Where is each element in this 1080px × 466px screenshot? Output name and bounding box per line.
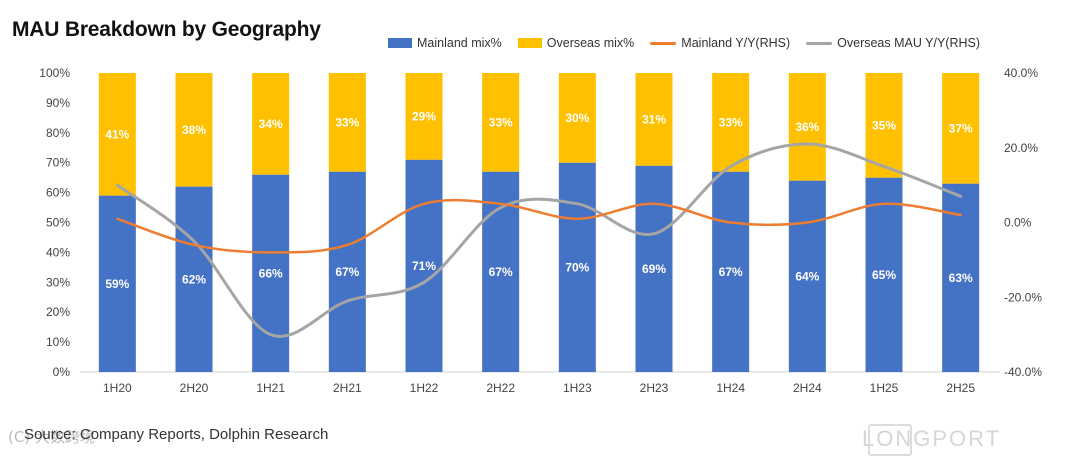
legend-mainland-yoy-label: Mainland Y/Y(RHS) [681,36,791,50]
watermark-longport: LONGPORT [862,426,1002,451]
legend-overseas: Overseas mix% [517,36,635,50]
legend-mainland-swatch [388,38,412,48]
bar-label-mainland: 70% [565,260,589,274]
chart-legend: Mainland mix% Overseas mix% Mainland Y/Y… [388,36,996,50]
y-right-tick-label: 40.0% [1004,66,1038,80]
bar-mainland [175,186,213,372]
y-left-tick-label: 90% [46,96,70,110]
bar-overseas [942,73,980,184]
x-tick-label: 2H20 [180,381,209,395]
y-right-tick-label: 0.0% [1004,216,1032,230]
legend-overseas-yoy-label: Overseas MAU Y/Y(RHS) [837,36,980,50]
watermark-bottom-left: (C) 大数跨境 [8,428,95,446]
y-left-tick-label: 40% [46,245,70,259]
y-left-tick-label: 50% [46,216,70,230]
y-left-tick-label: 70% [46,156,70,170]
x-tick-label: 1H20 [103,381,132,395]
bar-overseas [482,73,520,172]
bar-label-overseas: 33% [335,115,359,129]
bar-label-mainland: 67% [719,265,743,279]
x-tick-label: 2H22 [486,381,515,395]
bar-overseas [635,73,673,166]
bar-mainland [712,171,750,372]
bar-overseas [175,73,213,187]
legend-mainland-yoy-swatch [650,41,677,45]
bar-overseas [98,73,136,196]
bar-overseas [865,73,903,178]
y-left-tick-label: 10% [46,335,70,349]
y-right-tick-label: 20.0% [1004,141,1038,155]
bar-overseas [788,73,826,181]
x-tick-label: 1H25 [870,381,899,395]
bar-overseas [405,73,443,160]
x-tick-label: 1H24 [716,381,745,395]
bar-label-overseas: 34% [259,117,283,131]
bar-label-mainland: 59% [105,277,129,291]
x-tick-label: 2H24 [793,381,822,395]
bar-label-mainland: 64% [795,269,819,283]
x-tick-label: 2H21 [333,381,362,395]
x-tick-label: 1H22 [410,381,439,395]
bar-label-overseas: 37% [949,121,973,135]
x-tick-label: 1H23 [563,381,592,395]
bar-label-mainland: 63% [949,271,973,285]
bar-label-overseas: 30% [565,111,589,125]
bar-label-overseas: 31% [642,112,666,126]
bar-label-overseas: 36% [795,120,819,134]
legend-mainland: Mainland mix% [388,36,502,50]
bar-label-overseas: 41% [105,127,129,141]
bar-mainland [558,162,596,372]
legend-overseas-swatch [517,38,542,48]
bar-overseas [558,73,596,163]
bar-label-overseas: 33% [489,115,513,129]
y-left-tick-label: 0% [53,365,71,379]
bar-mainland [405,159,443,372]
chart-title: MAU Breakdown by Geography [12,18,321,41]
x-tick-label: 2H25 [946,381,975,395]
bar-mainland [98,195,136,372]
bar-label-mainland: 62% [182,272,206,286]
y-right-tick-label: -40.0% [1004,365,1042,379]
bar-label-overseas: 33% [719,115,743,129]
line-mainland-yoy [116,198,962,254]
bar-label-mainland: 67% [489,265,513,279]
bar-overseas [252,73,290,175]
bar-mainland [328,171,366,372]
legend-mainland-label: Mainland mix% [417,36,502,50]
source-note: Source: Company Reports, Dolphin Researc… [24,426,329,443]
x-tick-label: 2H23 [640,381,669,395]
bar-label-overseas: 38% [182,123,206,137]
bar-label-mainland: 66% [259,266,283,280]
bar-label-mainland: 69% [642,262,666,276]
bar-mainland [252,174,290,372]
bar-label-mainland: 67% [335,265,359,279]
legend-overseas-label: Overseas mix% [546,36,635,50]
bar-mainland [788,180,826,372]
bar-label-mainland: 71% [412,259,436,273]
y-left-tick-label: 20% [46,305,70,319]
bar-label-overseas: 29% [412,109,436,123]
y-left-tick-label: 30% [46,275,70,289]
bar-overseas [712,73,750,172]
legend-mainland-yoy: Mainland Y/Y(RHS) [650,36,790,50]
line-overseas-mau-yoy [115,142,963,338]
bar-label-mainland: 65% [872,268,896,282]
bar-overseas [328,73,366,172]
bar-label-overseas: 35% [872,118,896,132]
y-left-tick-label: 80% [46,126,70,140]
legend-overseas-yoy: Overseas MAU Y/Y(RHS) [806,36,980,50]
y-left-tick-label: 60% [46,186,70,200]
x-tick-label: 1H21 [256,381,285,395]
bar-mainland [865,177,903,372]
legend-overseas-yoy-swatch [806,41,833,45]
bar-mainland [635,165,673,372]
y-left-tick-label: 100% [39,66,70,80]
y-right-tick-label: -20.0% [1004,290,1042,304]
longport-logo-icon [868,424,912,456]
